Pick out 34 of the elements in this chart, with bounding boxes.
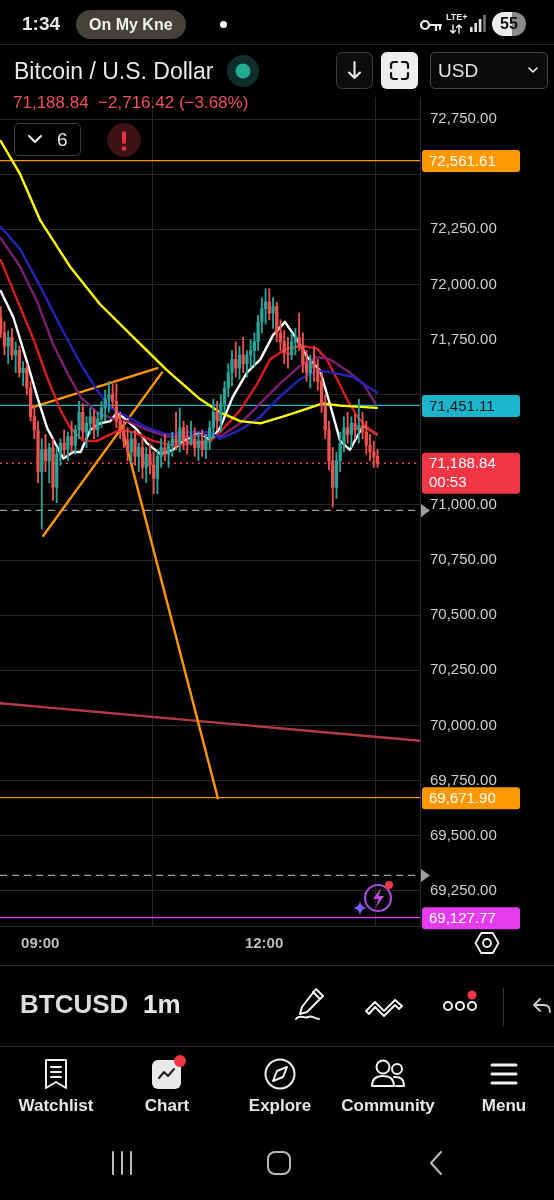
text: LTE+ [446, 12, 468, 23]
ref-line-label: 69,671.90 [429, 788, 496, 806]
y-tick-label: 71,000.00 [430, 495, 497, 513]
y-tick-label: 71,750.00 [430, 329, 497, 347]
text: Explore [248, 1096, 312, 1116]
text: 1m [143, 989, 181, 1020]
ref-line-label: 69,127.77 [429, 908, 496, 926]
text: Watchlist [18, 1096, 94, 1116]
ref-line-label: 71,188.84 00:53 [429, 454, 496, 491]
y-tick-label: 72,250.00 [430, 219, 497, 237]
ref-line-label: 71,451.11 [429, 396, 495, 414]
x-tick-label: 12:00 [244, 934, 284, 952]
text: On My Kne [89, 15, 173, 34]
y-tick-label: 70,250.00 [430, 660, 497, 678]
text: BTCUSD [20, 989, 129, 1020]
annotation: 6 [57, 128, 68, 151]
text: Community [341, 1096, 435, 1116]
y-tick-label: 69,500.00 [430, 825, 497, 843]
y-tick-label: 72,750.00 [430, 109, 497, 127]
y-tick-label: 72,000.00 [430, 274, 497, 292]
text: Chart [144, 1096, 190, 1116]
y-tick-label: 70,500.00 [430, 605, 497, 623]
chart-title: Bitcoin / U.S. Dollar [14, 57, 214, 86]
ref-line-label: 72,561.61 [429, 151, 496, 169]
text: 55 [500, 14, 518, 33]
y-tick-label: 70,750.00 [430, 550, 497, 568]
text: Menu [481, 1096, 527, 1116]
chart-subtitle: 71,188.84 −2,716.42 (−3.68%) [13, 93, 249, 113]
y-tick-label: 69,250.00 [430, 880, 497, 898]
text: USD [438, 59, 479, 82]
text: 1:34 [22, 12, 61, 35]
x-tick-label: 09:00 [21, 934, 60, 952]
y-tick-label: 70,000.00 [430, 715, 497, 733]
y-tick-label: 69,750.00 [430, 770, 497, 788]
